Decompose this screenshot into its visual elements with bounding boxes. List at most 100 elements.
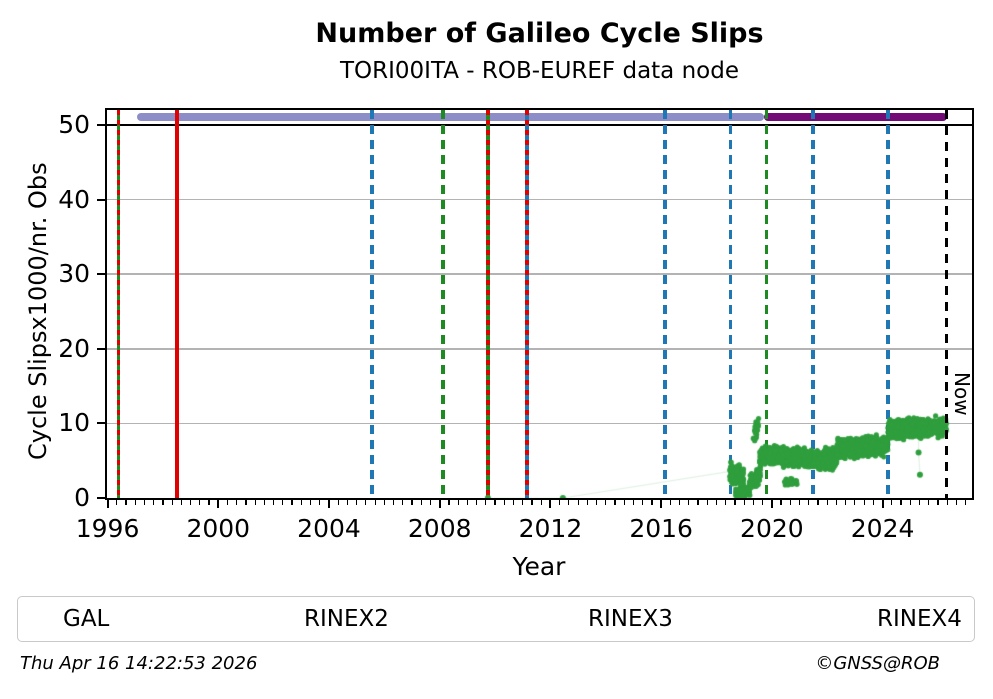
- x-minor-tick: [946, 500, 948, 505]
- x-minor-tick: [826, 500, 828, 505]
- x-minor-tick: [835, 500, 838, 505]
- x-minor-tick: [512, 500, 515, 505]
- x-tick-label: 2004: [297, 514, 361, 543]
- x-minor-tick: [226, 500, 229, 505]
- x-minor-tick: [762, 500, 764, 505]
- y-major-tick: [97, 497, 105, 499]
- x-minor-tick: [605, 500, 607, 505]
- x-major-tick: [881, 500, 884, 508]
- legend-label-rinex2: RINEX2: [304, 606, 389, 632]
- y-tick-label: 0: [74, 483, 90, 512]
- y-tick-label: 30: [58, 259, 90, 289]
- x-minor-tick: [586, 500, 588, 505]
- x-minor-tick: [116, 500, 118, 505]
- x-minor-tick: [568, 500, 570, 505]
- x-major-tick: [327, 500, 330, 508]
- x-axis-label: Year: [512, 552, 566, 581]
- x-minor-tick: [817, 500, 819, 505]
- x-minor-tick: [466, 500, 468, 505]
- x-minor-tick: [503, 500, 505, 505]
- x-minor-tick: [909, 500, 911, 505]
- x-minor-tick: [642, 500, 644, 505]
- x-minor-tick: [429, 500, 432, 505]
- x-minor-tick: [780, 500, 782, 505]
- x-minor-tick: [937, 500, 939, 505]
- legend: GAL RINEX2 RINEX3 RINEX4: [17, 596, 975, 642]
- x-tick-label: 2024: [850, 514, 915, 543]
- x-minor-tick: [623, 500, 625, 505]
- x-minor-tick: [236, 500, 238, 505]
- x-minor-tick: [688, 500, 690, 505]
- y-tick-label: 40: [58, 184, 90, 214]
- now-line: [944, 110, 948, 498]
- x-minor-tick: [411, 500, 413, 505]
- x-minor-tick: [153, 500, 155, 505]
- y-major-tick: [97, 422, 105, 425]
- x-minor-tick: [965, 500, 967, 505]
- x-minor-tick: [291, 500, 293, 505]
- x-minor-tick: [614, 500, 616, 505]
- x-minor-tick: [706, 500, 708, 505]
- x-minor-tick: [171, 500, 173, 505]
- x-minor-tick: [918, 500, 921, 505]
- x-minor-tick: [900, 500, 902, 505]
- x-minor-tick: [494, 500, 496, 505]
- footer-credit: ©GNSS@ROB: [815, 653, 940, 674]
- x-tick-label: 2012: [518, 514, 583, 543]
- x-minor-tick: [752, 500, 754, 505]
- now-annotation: Now: [950, 372, 974, 416]
- legend-label-gal: GAL: [63, 606, 110, 632]
- x-minor-tick: [955, 500, 957, 505]
- y-tick-label: 50: [58, 109, 90, 139]
- x-minor-tick: [365, 500, 367, 505]
- x-minor-tick: [125, 500, 127, 505]
- x-minor-tick: [402, 500, 404, 505]
- gal-marker-icon: [45, 614, 52, 624]
- x-minor-tick: [798, 500, 801, 505]
- legend-item-gal: GAL: [45, 597, 109, 641]
- chart-subtitle: TORI00ITA - ROB-EUREF data node: [340, 58, 739, 84]
- x-minor-tick: [697, 500, 699, 505]
- x-minor-tick: [392, 500, 395, 505]
- x-minor-tick: [808, 500, 810, 505]
- x-minor-tick: [319, 500, 321, 505]
- x-major-tick: [770, 500, 773, 508]
- legend-item-rinex2: RINEX2: [286, 597, 389, 641]
- x-minor-tick: [374, 500, 376, 505]
- x-minor-tick: [743, 500, 745, 505]
- x-minor-tick: [715, 500, 718, 505]
- x-minor-tick: [679, 500, 681, 505]
- x-minor-tick: [669, 500, 671, 505]
- x-minor-tick: [143, 500, 146, 505]
- x-minor-tick: [872, 500, 874, 505]
- x-minor-tick: [928, 500, 930, 505]
- y-major-tick: [97, 347, 105, 350]
- x-minor-tick: [309, 500, 312, 505]
- x-minor-tick: [356, 500, 358, 505]
- x-minor-tick: [863, 500, 865, 505]
- rinex3-marker-icon: [570, 614, 577, 624]
- x-minor-tick: [199, 500, 201, 505]
- footer-timestamp: Thu Apr 16 14:22:53 2026: [20, 653, 258, 674]
- x-minor-tick: [595, 500, 598, 505]
- plot-frame: [105, 108, 974, 500]
- x-minor-tick: [457, 500, 459, 505]
- x-minor-tick: [559, 500, 561, 505]
- x-minor-tick: [522, 500, 524, 505]
- x-minor-tick: [346, 500, 349, 505]
- y-major-tick: [97, 273, 105, 276]
- x-minor-tick: [383, 500, 385, 505]
- legend-label-rinex4: RINEX4: [877, 606, 962, 632]
- x-minor-tick: [448, 500, 450, 505]
- x-minor-tick: [725, 500, 727, 505]
- x-minor-tick: [845, 500, 847, 505]
- x-minor-tick: [531, 500, 533, 505]
- rinex2-marker-icon: [286, 614, 293, 624]
- x-tick-label: 2000: [186, 514, 251, 543]
- x-major-tick: [106, 500, 109, 508]
- x-minor-tick: [337, 500, 339, 505]
- x-minor-tick: [577, 500, 579, 505]
- x-tick-label: 2016: [629, 514, 693, 543]
